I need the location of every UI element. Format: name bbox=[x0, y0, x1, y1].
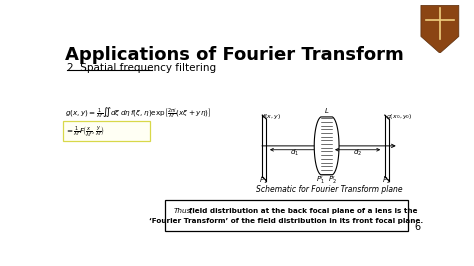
FancyBboxPatch shape bbox=[63, 121, 150, 141]
Text: $P_1$: $P_1$ bbox=[259, 176, 268, 186]
Text: $P_1'$: $P_1'$ bbox=[316, 175, 325, 187]
FancyBboxPatch shape bbox=[164, 200, 408, 231]
Text: Applications of Fourier Transform: Applications of Fourier Transform bbox=[65, 46, 404, 64]
Text: $g(x_0,y_0)$: $g(x_0,y_0)$ bbox=[386, 112, 413, 121]
Text: $P_2$: $P_2$ bbox=[382, 176, 391, 186]
Text: $P_2'$: $P_2'$ bbox=[328, 175, 337, 187]
Text: $f(x,y)$: $f(x,y)$ bbox=[262, 112, 281, 121]
Polygon shape bbox=[314, 117, 339, 175]
Text: $d_2$: $d_2$ bbox=[353, 148, 362, 158]
Text: field distribution at the back focal plane of a lens is the: field distribution at the back focal pla… bbox=[190, 208, 418, 214]
Text: $L$: $L$ bbox=[324, 106, 329, 115]
Text: 6: 6 bbox=[414, 222, 420, 232]
Text: $d_1$: $d_1$ bbox=[290, 148, 299, 158]
Text: Schematic for Fourier Transform plane: Schematic for Fourier Transform plane bbox=[255, 185, 402, 194]
Text: Thus,: Thus, bbox=[174, 208, 193, 214]
Text: 2. Spatial frequency filtering: 2. Spatial frequency filtering bbox=[67, 63, 216, 73]
Polygon shape bbox=[421, 5, 459, 53]
Text: $= \frac{1}{\lambda f} F\!\left(\frac{x}{\lambda f},\frac{y}{\lambda f}\right)$: $= \frac{1}{\lambda f} F\!\left(\frac{x}… bbox=[65, 124, 105, 138]
Text: ‘Fourier Transform’ of the field distribution in its front focal plane.: ‘Fourier Transform’ of the field distrib… bbox=[149, 218, 423, 224]
Text: $g(x,y) = \frac{1}{\lambda f} \iint d\xi\,d\eta\,f(\xi,\eta)\exp\!\left[\frac{2\: $g(x,y) = \frac{1}{\lambda f} \iint d\xi… bbox=[65, 105, 211, 120]
